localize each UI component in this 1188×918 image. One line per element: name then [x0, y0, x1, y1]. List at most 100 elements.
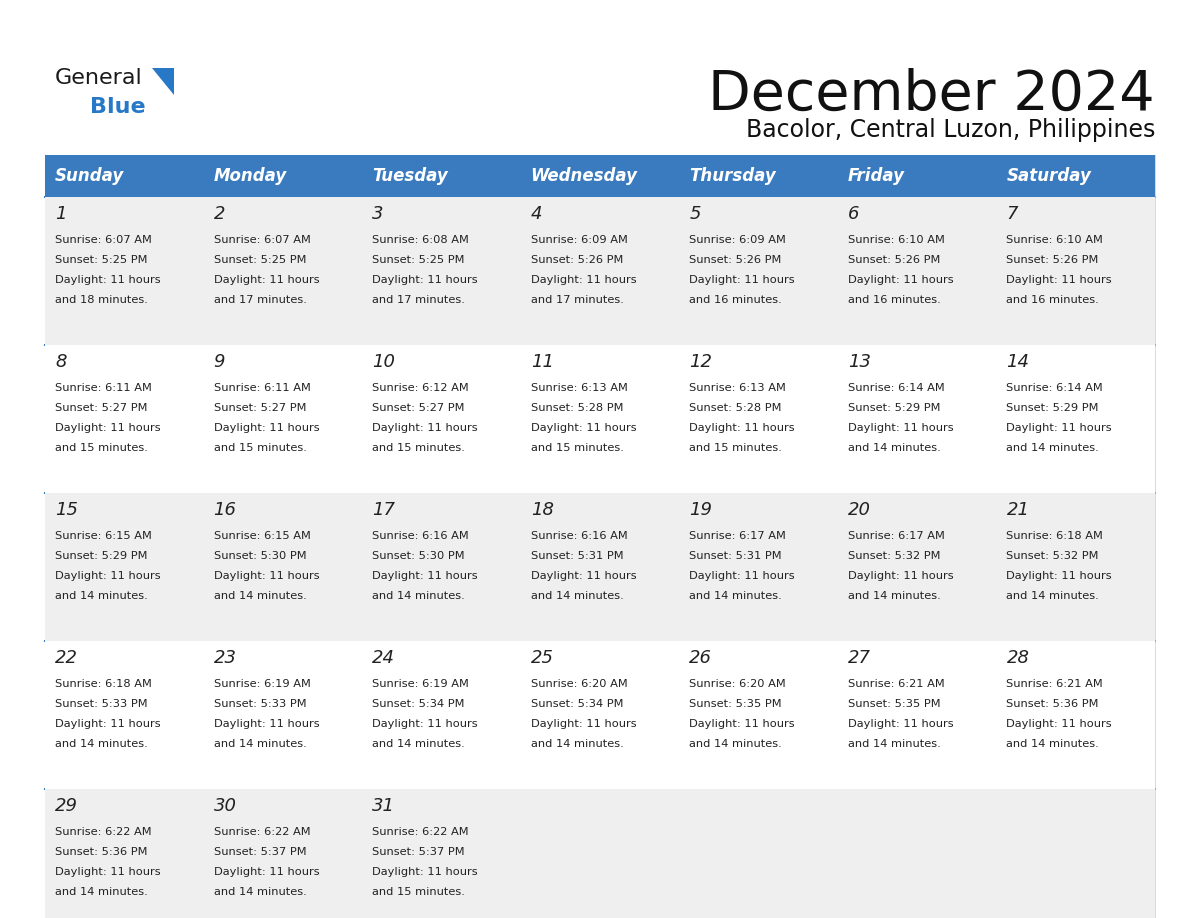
- Text: Sunset: 5:36 PM: Sunset: 5:36 PM: [55, 847, 147, 857]
- Text: Sunset: 5:27 PM: Sunset: 5:27 PM: [55, 403, 147, 413]
- Text: and 14 minutes.: and 14 minutes.: [214, 739, 307, 749]
- Text: and 17 minutes.: and 17 minutes.: [531, 295, 624, 305]
- Text: and 15 minutes.: and 15 minutes.: [372, 443, 465, 453]
- Text: General: General: [55, 68, 143, 88]
- Text: 31: 31: [372, 797, 396, 815]
- Text: Sunrise: 6:10 AM: Sunrise: 6:10 AM: [1006, 235, 1104, 245]
- Text: 12: 12: [689, 353, 713, 371]
- Text: Daylight: 11 hours: Daylight: 11 hours: [55, 571, 160, 581]
- Text: Sunrise: 6:08 AM: Sunrise: 6:08 AM: [372, 235, 469, 245]
- Text: Sunset: 5:27 PM: Sunset: 5:27 PM: [372, 403, 465, 413]
- Text: and 14 minutes.: and 14 minutes.: [1006, 443, 1099, 453]
- Text: and 15 minutes.: and 15 minutes.: [214, 443, 307, 453]
- Text: Sunset: 5:31 PM: Sunset: 5:31 PM: [689, 551, 782, 561]
- Text: Daylight: 11 hours: Daylight: 11 hours: [689, 275, 795, 285]
- Text: Sunrise: 6:11 AM: Sunrise: 6:11 AM: [214, 383, 310, 393]
- Text: and 14 minutes.: and 14 minutes.: [214, 887, 307, 897]
- Text: and 14 minutes.: and 14 minutes.: [531, 591, 624, 601]
- Text: Sunset: 5:26 PM: Sunset: 5:26 PM: [848, 255, 940, 265]
- Text: Bacolor, Central Luzon, Philippines: Bacolor, Central Luzon, Philippines: [746, 118, 1155, 142]
- Text: Daylight: 11 hours: Daylight: 11 hours: [55, 423, 160, 433]
- Text: Sunset: 5:28 PM: Sunset: 5:28 PM: [531, 403, 624, 413]
- Text: Sunrise: 6:21 AM: Sunrise: 6:21 AM: [1006, 679, 1104, 689]
- Text: Sunrise: 6:16 AM: Sunrise: 6:16 AM: [531, 531, 627, 541]
- Text: and 15 minutes.: and 15 minutes.: [689, 443, 782, 453]
- Text: Daylight: 11 hours: Daylight: 11 hours: [689, 423, 795, 433]
- Text: Daylight: 11 hours: Daylight: 11 hours: [531, 571, 637, 581]
- Text: 14: 14: [1006, 353, 1030, 371]
- Text: Sunrise: 6:19 AM: Sunrise: 6:19 AM: [214, 679, 310, 689]
- Text: Sunset: 5:25 PM: Sunset: 5:25 PM: [55, 255, 147, 265]
- Text: and 16 minutes.: and 16 minutes.: [1006, 295, 1099, 305]
- Text: and 14 minutes.: and 14 minutes.: [1006, 739, 1099, 749]
- Text: 13: 13: [848, 353, 871, 371]
- Text: Daylight: 11 hours: Daylight: 11 hours: [848, 275, 954, 285]
- Text: and 14 minutes.: and 14 minutes.: [55, 887, 147, 897]
- Text: 1: 1: [55, 205, 67, 223]
- Text: Daylight: 11 hours: Daylight: 11 hours: [372, 571, 478, 581]
- Text: 3: 3: [372, 205, 384, 223]
- Text: 10: 10: [372, 353, 396, 371]
- Text: and 16 minutes.: and 16 minutes.: [689, 295, 782, 305]
- Text: and 14 minutes.: and 14 minutes.: [214, 591, 307, 601]
- Text: Sunrise: 6:21 AM: Sunrise: 6:21 AM: [848, 679, 944, 689]
- Text: and 17 minutes.: and 17 minutes.: [214, 295, 307, 305]
- Text: Sunrise: 6:12 AM: Sunrise: 6:12 AM: [372, 383, 469, 393]
- Text: and 17 minutes.: and 17 minutes.: [372, 295, 465, 305]
- Text: Daylight: 11 hours: Daylight: 11 hours: [214, 719, 320, 729]
- Text: 16: 16: [214, 501, 236, 519]
- Text: 22: 22: [55, 649, 78, 667]
- Text: Sunrise: 6:17 AM: Sunrise: 6:17 AM: [689, 531, 786, 541]
- Text: 27: 27: [848, 649, 871, 667]
- Text: Sunrise: 6:16 AM: Sunrise: 6:16 AM: [372, 531, 469, 541]
- Text: Monday: Monday: [214, 167, 286, 185]
- Text: December 2024: December 2024: [708, 68, 1155, 122]
- Text: Daylight: 11 hours: Daylight: 11 hours: [55, 867, 160, 877]
- Text: 17: 17: [372, 501, 396, 519]
- Text: and 14 minutes.: and 14 minutes.: [689, 739, 782, 749]
- Text: Sunset: 5:26 PM: Sunset: 5:26 PM: [689, 255, 782, 265]
- Text: Daylight: 11 hours: Daylight: 11 hours: [55, 719, 160, 729]
- Text: Sunset: 5:31 PM: Sunset: 5:31 PM: [531, 551, 624, 561]
- Text: and 14 minutes.: and 14 minutes.: [55, 591, 147, 601]
- Text: Daylight: 11 hours: Daylight: 11 hours: [214, 867, 320, 877]
- Text: Sunrise: 6:18 AM: Sunrise: 6:18 AM: [1006, 531, 1104, 541]
- Text: Sunrise: 6:09 AM: Sunrise: 6:09 AM: [689, 235, 786, 245]
- Text: Sunset: 5:27 PM: Sunset: 5:27 PM: [214, 403, 307, 413]
- Text: Sunset: 5:29 PM: Sunset: 5:29 PM: [55, 551, 147, 561]
- Text: and 14 minutes.: and 14 minutes.: [55, 739, 147, 749]
- Text: and 14 minutes.: and 14 minutes.: [689, 591, 782, 601]
- Text: 7: 7: [1006, 205, 1018, 223]
- Text: Daylight: 11 hours: Daylight: 11 hours: [372, 275, 478, 285]
- Text: Thursday: Thursday: [689, 167, 776, 185]
- Text: Sunset: 5:32 PM: Sunset: 5:32 PM: [1006, 551, 1099, 561]
- Text: and 14 minutes.: and 14 minutes.: [372, 739, 465, 749]
- Text: 11: 11: [531, 353, 554, 371]
- Text: 25: 25: [531, 649, 554, 667]
- Text: Daylight: 11 hours: Daylight: 11 hours: [1006, 423, 1112, 433]
- Text: Tuesday: Tuesday: [372, 167, 448, 185]
- Text: 5: 5: [689, 205, 701, 223]
- Text: and 15 minutes.: and 15 minutes.: [372, 887, 465, 897]
- Text: Daylight: 11 hours: Daylight: 11 hours: [372, 719, 478, 729]
- Text: Sunset: 5:30 PM: Sunset: 5:30 PM: [372, 551, 465, 561]
- Text: Sunset: 5:25 PM: Sunset: 5:25 PM: [214, 255, 307, 265]
- Text: Sunset: 5:36 PM: Sunset: 5:36 PM: [1006, 699, 1099, 709]
- Text: Wednesday: Wednesday: [531, 167, 638, 185]
- Text: Daylight: 11 hours: Daylight: 11 hours: [848, 719, 954, 729]
- Text: and 15 minutes.: and 15 minutes.: [55, 443, 147, 453]
- Text: Daylight: 11 hours: Daylight: 11 hours: [55, 275, 160, 285]
- Text: 21: 21: [1006, 501, 1030, 519]
- Text: Sunrise: 6:19 AM: Sunrise: 6:19 AM: [372, 679, 469, 689]
- Text: Daylight: 11 hours: Daylight: 11 hours: [689, 719, 795, 729]
- Text: Daylight: 11 hours: Daylight: 11 hours: [372, 423, 478, 433]
- Text: Sunrise: 6:13 AM: Sunrise: 6:13 AM: [689, 383, 786, 393]
- Text: Sunrise: 6:20 AM: Sunrise: 6:20 AM: [531, 679, 627, 689]
- Text: Sunset: 5:34 PM: Sunset: 5:34 PM: [372, 699, 465, 709]
- Text: 28: 28: [1006, 649, 1030, 667]
- Text: and 15 minutes.: and 15 minutes.: [531, 443, 624, 453]
- Text: Sunrise: 6:11 AM: Sunrise: 6:11 AM: [55, 383, 152, 393]
- Text: Sunrise: 6:14 AM: Sunrise: 6:14 AM: [848, 383, 944, 393]
- Text: Sunrise: 6:18 AM: Sunrise: 6:18 AM: [55, 679, 152, 689]
- Text: 29: 29: [55, 797, 78, 815]
